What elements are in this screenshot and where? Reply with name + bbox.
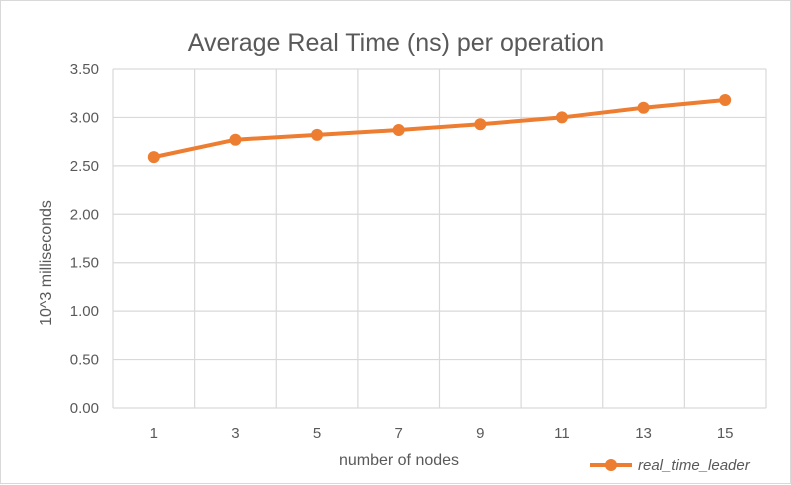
- x-tick-label: 9: [476, 425, 484, 442]
- gridlines: [112, 68, 767, 409]
- data-point: [474, 118, 487, 131]
- y-tick-label: 2.50: [70, 158, 99, 175]
- data-point: [147, 151, 160, 164]
- legend-marker-swatch: [605, 459, 617, 471]
- x-tick-label: 13: [635, 425, 652, 442]
- chart-title: Average Real Time (ns) per operation: [188, 29, 604, 57]
- data-point: [311, 128, 324, 141]
- series-layer: [147, 93, 732, 164]
- data-point: [637, 101, 650, 114]
- y-axis-title: 10^3 milliseconds: [38, 200, 55, 326]
- y-tick-label: 3.50: [70, 61, 99, 78]
- y-tick-label: 0.50: [70, 352, 99, 369]
- y-tick-label: 0.00: [70, 400, 99, 417]
- data-point: [555, 111, 568, 124]
- y-axis-ticks: 0.00 0.50 1.00 1.50 2.00 2.50 3.00 3.50: [70, 61, 99, 417]
- legend: real_time_leader: [590, 457, 751, 474]
- x-axis-title: number of nodes: [339, 452, 459, 469]
- y-tick-label: 2.00: [70, 206, 99, 223]
- data-point: [392, 124, 405, 137]
- x-tick-label: 15: [717, 425, 734, 442]
- y-tick-label: 1.50: [70, 255, 99, 272]
- legend-label: real_time_leader: [638, 457, 751, 474]
- y-tick-label: 1.00: [70, 303, 99, 320]
- x-axis-ticks: 1 3 5 7 9 11 13 15: [150, 425, 734, 442]
- x-tick-label: 11: [554, 425, 570, 442]
- x-tick-label: 3: [231, 425, 239, 442]
- data-point: [229, 133, 242, 146]
- x-tick-label: 1: [150, 425, 158, 442]
- x-tick-label: 5: [313, 425, 321, 442]
- data-point: [719, 93, 732, 106]
- series-line: [151, 97, 728, 160]
- y-tick-label: 3.00: [70, 109, 99, 126]
- x-tick-label: 7: [395, 425, 403, 442]
